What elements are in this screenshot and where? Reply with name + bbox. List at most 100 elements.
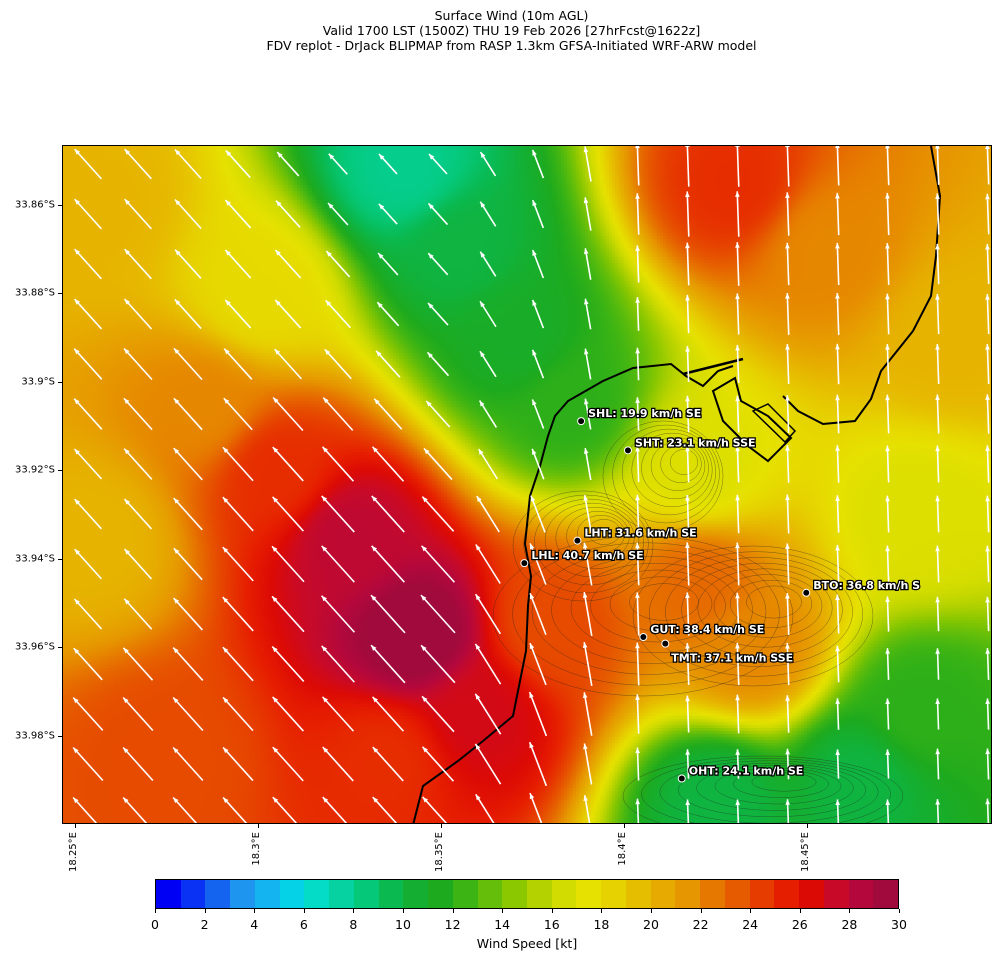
colorbar-tick — [353, 909, 355, 913]
wind-arrow — [74, 548, 102, 580]
wind-arrow — [686, 445, 690, 483]
y-tick-label: 33.94°S — [15, 553, 55, 565]
terrain-contour — [609, 576, 713, 632]
wind-arrow — [636, 542, 640, 586]
colorbar-segment — [452, 880, 478, 908]
wind-arrow-head — [480, 251, 486, 258]
colorbar-tick — [551, 909, 553, 913]
y-tick-label: 33.96°S — [15, 641, 55, 653]
wind-arrow-head — [175, 249, 181, 256]
wind-arrow-head — [785, 494, 790, 501]
wind-arrow — [321, 495, 355, 533]
wind-arrow-head — [476, 496, 482, 502]
wind-arrow-head — [74, 499, 81, 505]
wind-arrow-head — [426, 400, 432, 407]
y-tick-label: 33.92°S — [15, 464, 55, 476]
wind-arrow-head — [173, 498, 180, 504]
chart-title: Surface Wind (10m AGL) Valid 1700 LST (1… — [0, 8, 1001, 53]
colorbar-tick-label: 8 — [349, 917, 358, 932]
wind-arrow — [786, 293, 790, 335]
wind-arrow-head — [421, 645, 427, 651]
wind-arrow-head — [582, 642, 588, 648]
colorbar-tick-label: 30 — [891, 917, 907, 932]
wind-arrow-head — [480, 301, 485, 308]
y-tick-label: 33.9°S — [21, 376, 55, 388]
wind-arrow-head — [272, 797, 279, 803]
wind-arrow — [736, 293, 740, 335]
colorbar-segment — [774, 880, 800, 908]
colorbar-tick-label: 12 — [444, 917, 461, 932]
wind-arrow-head — [74, 598, 80, 605]
wind-arrow — [886, 445, 890, 483]
wind-arrow — [686, 294, 690, 334]
colorbar-segment — [378, 880, 404, 908]
colorbar-segment — [527, 880, 552, 908]
wind-arrow — [222, 746, 254, 782]
wind-arrow — [583, 743, 593, 785]
wind-arrow-head — [428, 253, 434, 259]
wind-arrow-head — [225, 200, 231, 206]
wind-arrow-head — [74, 348, 80, 355]
colorbar-segment — [700, 880, 725, 908]
wind-arrow — [420, 594, 456, 634]
colorbar-segment — [823, 880, 849, 908]
wind-arrow — [786, 395, 790, 433]
wind-arrow — [73, 647, 103, 681]
wind-arrow — [173, 497, 203, 531]
y-tick-label: 33.98°S — [15, 730, 55, 742]
wind-arrow-head — [372, 696, 379, 703]
wind-arrow-head — [74, 149, 81, 155]
terrain-contour — [621, 428, 717, 516]
wind-arrow — [474, 743, 502, 785]
terrain-contour — [665, 557, 853, 667]
wind-arrow — [74, 248, 102, 280]
wind-arrow-head — [223, 797, 229, 804]
wind-arrow-head — [174, 199, 181, 206]
wind-arrow-head — [321, 645, 328, 652]
wind-arrow-head — [735, 191, 740, 197]
wind-arrow — [371, 446, 405, 482]
wind-arrow — [475, 793, 495, 823]
wind-arrow-head — [322, 797, 329, 803]
wind-arrow — [786, 192, 790, 236]
wind-arrow — [324, 348, 352, 380]
wind-arrow — [786, 494, 790, 534]
wind-arrow-head — [173, 647, 179, 654]
colorbar-tick-label: 20 — [643, 917, 659, 932]
colorbar-segment — [205, 880, 231, 908]
wind-arrow — [73, 348, 103, 380]
wind-arrow-head — [583, 248, 589, 255]
wind-arrow-head — [582, 592, 588, 598]
colorbar-segment — [329, 880, 354, 908]
wind-arrow-head — [785, 593, 790, 599]
wind-arrow-head — [885, 146, 890, 149]
wind-arrow-head — [985, 243, 990, 250]
wind-arrow — [786, 643, 790, 685]
wind-arrow — [222, 546, 254, 582]
wind-arrow-head — [73, 648, 80, 654]
terrain-contour — [681, 562, 843, 658]
wind-arrow-head — [685, 799, 691, 806]
wind-arrow — [225, 149, 251, 179]
wind-arrow-head — [272, 546, 278, 552]
wind-arrow-head — [224, 348, 230, 355]
station-label-shl: SHL: 19.9 km/h SE — [588, 407, 701, 420]
wind-arrow-head — [124, 549, 130, 555]
wind-arrow — [173, 347, 203, 381]
wind-arrow — [736, 642, 740, 686]
wind-arrow-head — [735, 445, 740, 452]
wind-arrow — [936, 243, 940, 285]
title-line-2: Valid 1700 LST (1500Z) THU 19 Feb 2026 [… — [322, 23, 701, 38]
wind-arrow-head — [785, 748, 790, 755]
colorbar-tick — [204, 909, 206, 913]
colorbar-tick-label: 24 — [742, 917, 759, 932]
wind-arrow-head — [835, 394, 840, 401]
wind-arrow — [321, 696, 355, 732]
wind-arrow-head — [325, 300, 332, 306]
terrain-contour — [677, 762, 867, 818]
wind-arrow-head — [835, 293, 840, 299]
wind-arrow-head — [935, 495, 940, 502]
wind-arrow-head — [583, 146, 589, 153]
wind-arrow — [786, 146, 790, 187]
wind-arrow — [986, 243, 990, 285]
